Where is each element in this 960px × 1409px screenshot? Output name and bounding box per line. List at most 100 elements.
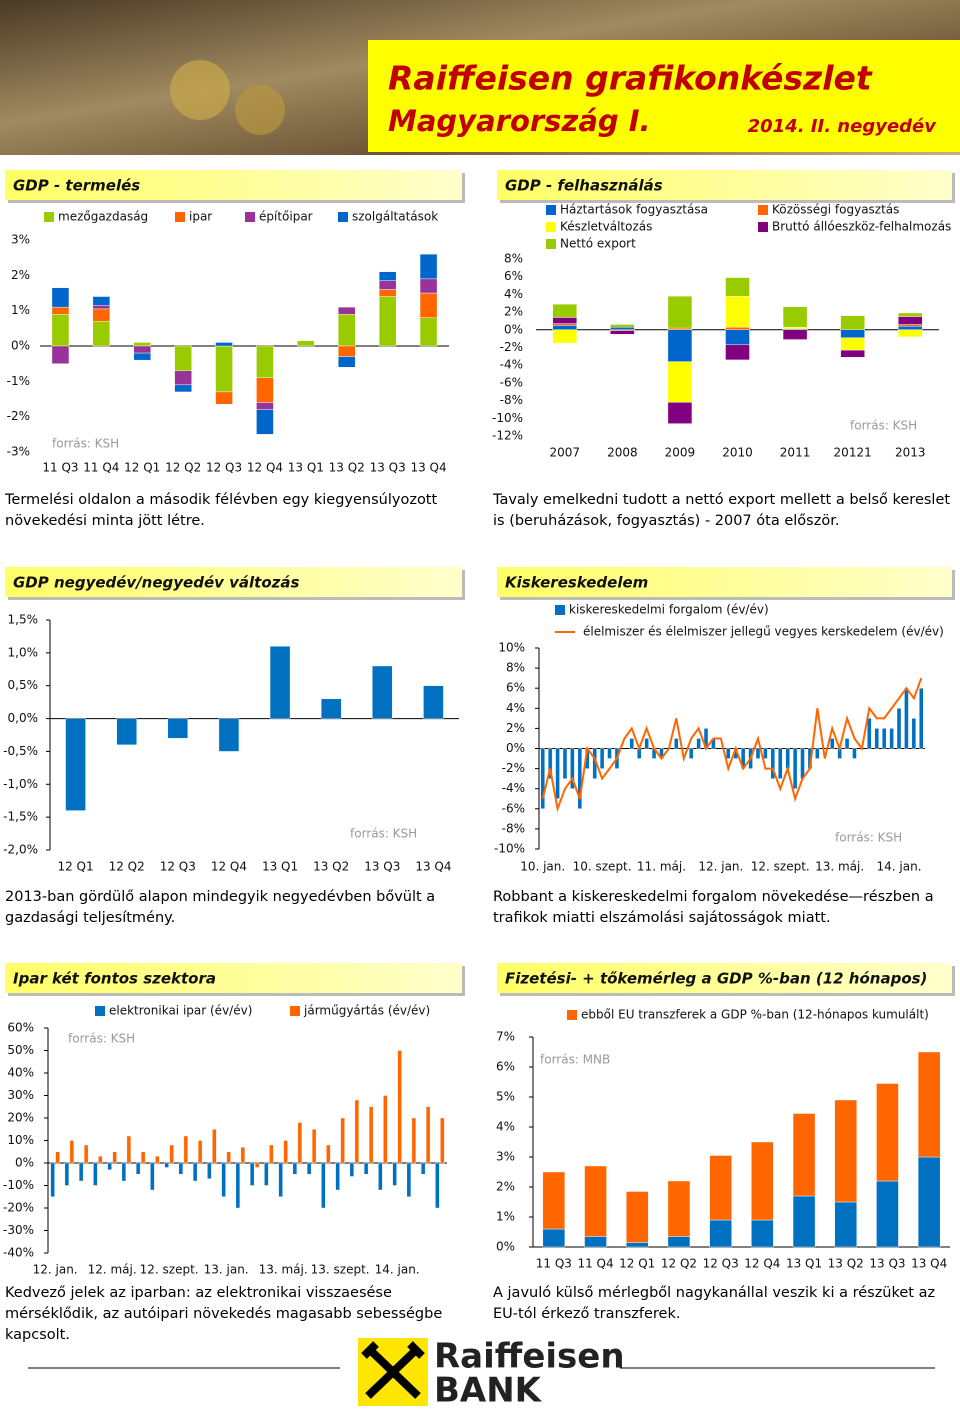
x-tick-label: 14. jan. [877, 860, 922, 874]
y-tick-label: -12% [492, 429, 523, 443]
bar [349, 1162, 355, 1177]
y-tick-label: -4% [500, 358, 523, 372]
x-tick-label: 11 Q3 [42, 461, 78, 475]
bar [278, 1162, 283, 1197]
bar [264, 1162, 269, 1186]
bar [126, 1135, 132, 1164]
y-tick-label: 2% [11, 268, 30, 282]
bar [50, 1162, 55, 1197]
bar [898, 329, 923, 338]
bar [667, 295, 693, 329]
caption: A javuló külső mérlegből nagykanállal ve… [493, 1285, 936, 1322]
bar [169, 1144, 174, 1164]
bar [419, 292, 438, 318]
y-tick-label: 0,0% [8, 711, 39, 725]
panel-title: Ipar két fontos szektora [13, 970, 216, 988]
legend-label: ipar [189, 210, 212, 224]
bar [917, 1051, 941, 1158]
bar [218, 718, 240, 752]
legend-label: Háztartások fogyasztása [560, 203, 708, 217]
legend-swatch [290, 1006, 300, 1016]
legend-label: mezőgazdaság [58, 210, 148, 224]
legend-swatch [338, 212, 348, 222]
x-tick-label: 2010 [722, 446, 753, 460]
bar [782, 329, 808, 340]
x-tick-label: 11 Q3 [536, 1257, 572, 1271]
bar [155, 1156, 160, 1164]
header-title: Raiffeisen grafikonkészlet [388, 59, 873, 98]
bar [69, 1140, 75, 1164]
legend-label: járműgyártás (év/év) [303, 1004, 430, 1018]
bar [215, 342, 233, 347]
bar [378, 280, 397, 290]
bar [423, 685, 444, 719]
bar [121, 1162, 127, 1182]
x-tick-label: 2008 [607, 446, 638, 460]
y-tick-label: -3% [7, 445, 30, 459]
bar [840, 329, 865, 338]
bar [904, 688, 909, 749]
bar [338, 314, 356, 347]
y-tick-label: 6% [496, 1060, 515, 1074]
bar [256, 377, 274, 403]
bar [392, 1162, 397, 1186]
source-note: forrás: KSH [835, 831, 902, 845]
bar [792, 1113, 816, 1197]
x-tick-label: 13 Q3 [370, 461, 406, 475]
legend-swatch [567, 1010, 577, 1020]
bar [709, 1155, 732, 1221]
bar [197, 1140, 203, 1164]
bar [249, 1162, 255, 1186]
source-note: forrás: MNB [540, 1053, 610, 1067]
y-tick-label: -1% [7, 374, 30, 388]
bar [397, 1050, 402, 1164]
panel-title: Kiskereskedelem [505, 574, 648, 592]
y-tick-label: -10% [3, 1178, 34, 1192]
coin [235, 85, 285, 135]
bar [610, 326, 635, 330]
logo-brand: Raiffeisen [434, 1337, 625, 1377]
bar [174, 370, 192, 386]
bar [292, 1162, 298, 1175]
panel-title-bar [5, 567, 462, 597]
y-tick-label: -40% [3, 1246, 34, 1260]
y-tick-label: 30% [7, 1088, 34, 1102]
bar [340, 1117, 345, 1164]
bar [667, 327, 693, 330]
bar [354, 1099, 360, 1164]
bar [547, 748, 553, 779]
y-tick-label: -2,0% [3, 843, 38, 857]
bar [320, 698, 342, 719]
panel-title: GDP negyedév/negyedév változás [13, 574, 300, 592]
bar [256, 345, 274, 378]
x-tick-label: 13 Q4 [415, 860, 451, 874]
bar [834, 1099, 857, 1203]
bar [51, 314, 70, 347]
bar [167, 718, 189, 739]
bar [411, 1117, 417, 1164]
y-tick-label: 60% [7, 1021, 34, 1035]
bar [725, 295, 750, 328]
bar [919, 688, 924, 749]
x-tick-label: 13 Q4 [410, 461, 446, 475]
y-tick-label: -6% [500, 375, 523, 389]
bar [540, 748, 545, 809]
bar [751, 1141, 774, 1221]
x-tick-label: 12 Q1 [124, 461, 160, 475]
bar [782, 326, 808, 330]
bar [552, 329, 577, 344]
bar [112, 1151, 117, 1164]
bar [898, 326, 923, 331]
bar [785, 748, 790, 769]
legend-swatch [758, 222, 768, 232]
x-tick-label: 12 Q3 [160, 860, 196, 874]
y-tick-label: -10% [494, 842, 525, 856]
y-tick-label: -20% [3, 1201, 34, 1215]
bar [667, 402, 693, 424]
y-tick-label: 4% [506, 701, 525, 715]
y-tick-label: -2% [502, 761, 525, 775]
y-tick-label: -1,5% [3, 810, 38, 824]
bar [667, 1180, 691, 1237]
